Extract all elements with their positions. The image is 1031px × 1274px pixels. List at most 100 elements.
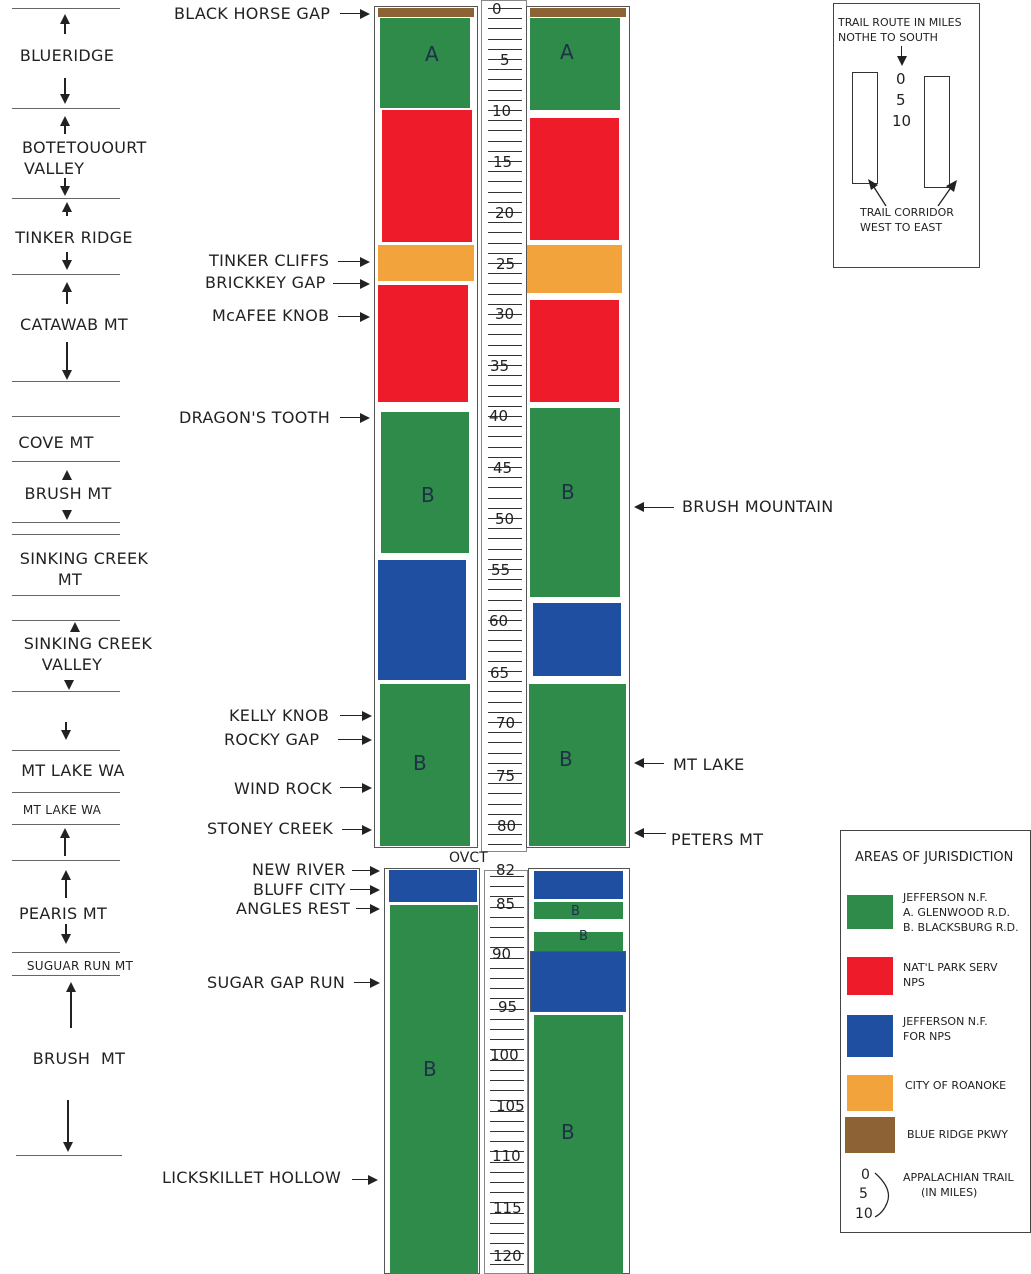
scale-tick bbox=[490, 896, 524, 897]
arrow-left-icon bbox=[634, 758, 644, 768]
block-city-of-roanoke bbox=[378, 245, 474, 281]
arrow-shaft bbox=[67, 1100, 69, 1142]
scale-tick bbox=[488, 620, 522, 621]
region-brush-2: BRUSH MT bbox=[32, 1049, 126, 1068]
legend-at-mile-10: 10 bbox=[855, 1206, 873, 1222]
block-nps bbox=[530, 300, 619, 402]
block-letter: B bbox=[423, 1057, 437, 1081]
trail-corridor-east-sample bbox=[924, 76, 950, 188]
scale-tick bbox=[488, 773, 522, 774]
scale-tick bbox=[488, 110, 522, 111]
scale-tick bbox=[488, 314, 522, 315]
landmark-lickskillet-hollow: LICKSKILLET HOLLOW bbox=[162, 1168, 342, 1187]
legend-jefferson-line2: A. GLENWOOD R.D. bbox=[903, 906, 1011, 919]
legend-title: AREAS OF JURISDICTION bbox=[855, 850, 1014, 865]
arrow-shaft bbox=[66, 210, 68, 216]
block-jefferson-for-nps bbox=[534, 871, 623, 899]
legend-nps: NAT'L PARK SERV bbox=[903, 961, 998, 974]
arrow-up-icon bbox=[60, 828, 70, 838]
arrow-shaft bbox=[66, 342, 68, 370]
scale-tick bbox=[488, 457, 522, 458]
scale-label: 82 bbox=[496, 861, 516, 879]
scale-tick bbox=[488, 661, 522, 662]
trail-route-key: TRAIL ROUTE IN MILES NOTHE TO SOUTH 0 5 … bbox=[833, 3, 980, 268]
scale-tick bbox=[488, 243, 522, 244]
scale-tick bbox=[488, 447, 522, 448]
region-divider bbox=[12, 952, 120, 953]
block-city-of-roanoke bbox=[527, 245, 622, 293]
scale-tick bbox=[490, 1131, 524, 1132]
scale-label: 65 bbox=[490, 664, 510, 682]
route-key-title: TRAIL ROUTE IN MILES bbox=[838, 16, 962, 29]
arrow-right-icon bbox=[360, 312, 370, 322]
scale-tick bbox=[490, 1111, 524, 1112]
region-divider bbox=[12, 274, 120, 275]
scale-tick bbox=[488, 549, 522, 550]
scale-tick bbox=[488, 304, 522, 305]
region-botetourt: BOTETOUOURT bbox=[22, 138, 147, 157]
region-divider bbox=[12, 595, 120, 596]
arrow-down-icon bbox=[62, 510, 72, 520]
pointer-shaft bbox=[340, 417, 362, 418]
arrow-right-icon bbox=[360, 9, 370, 19]
scale-tick bbox=[488, 334, 522, 335]
scale-label: 25 bbox=[496, 255, 516, 273]
scale-tick bbox=[490, 1243, 524, 1244]
block-jefferson-a bbox=[530, 18, 620, 110]
scale-tick bbox=[488, 559, 522, 560]
scale-label: 0 bbox=[492, 0, 502, 18]
pointer-shaft bbox=[350, 889, 372, 890]
scale-label: 75 bbox=[496, 767, 516, 785]
corridor-east-frame-upper bbox=[526, 6, 630, 848]
arrow-right-icon bbox=[362, 825, 372, 835]
block-jefferson-for-nps bbox=[378, 560, 466, 680]
scale-tick bbox=[490, 1233, 524, 1234]
legend-city-of-roanoke: CITY OF ROANOKE bbox=[905, 1079, 1007, 1092]
scale-label: 15 bbox=[493, 153, 513, 171]
arrow-right-icon bbox=[360, 279, 370, 289]
scale-tick bbox=[488, 600, 522, 601]
scale-tick bbox=[488, 651, 522, 652]
landmark-black-horse-gap: BLACK HORSE GAP bbox=[174, 4, 331, 23]
region-divider bbox=[12, 691, 120, 692]
arrow-down-icon bbox=[897, 56, 907, 66]
scale-tick bbox=[488, 294, 522, 295]
scale-tick bbox=[488, 753, 522, 754]
scale-tick bbox=[488, 192, 522, 193]
block-letter: A bbox=[425, 42, 439, 66]
block-nps bbox=[530, 118, 619, 240]
pointer-shaft bbox=[338, 739, 364, 740]
scale-tick bbox=[488, 141, 522, 142]
region-brush-1: BRUSH MT bbox=[24, 484, 112, 503]
corridor-pointer-arrows-icon bbox=[868, 179, 957, 207]
pointer-shaft bbox=[338, 261, 362, 262]
scale-tick bbox=[488, 49, 522, 50]
legend-swatch-blue-ridge-pkwy bbox=[845, 1117, 895, 1153]
block-letter: A bbox=[560, 40, 574, 64]
region-divider bbox=[12, 381, 120, 382]
region-botetourt-line2: VALLEY bbox=[24, 159, 85, 178]
region-sinking-creek-valley-line2: VALLEY bbox=[41, 655, 103, 674]
scale-tick bbox=[488, 518, 522, 519]
scale-label: 95 bbox=[498, 998, 518, 1016]
landmark-stoney-creek: STONEY CREEK bbox=[207, 819, 334, 838]
scale-tick bbox=[488, 498, 522, 499]
scale-tick bbox=[490, 1141, 524, 1142]
scale-tick bbox=[488, 253, 522, 254]
scale-label: 100 bbox=[490, 1046, 519, 1064]
jurisdiction-legend: AREAS OF JURISDICTION JEFFERSON N.F. A. … bbox=[840, 830, 1031, 1233]
region-divider bbox=[12, 534, 120, 535]
arrow-down-icon bbox=[61, 730, 71, 740]
region-divider bbox=[16, 1155, 122, 1156]
scale-tick bbox=[488, 232, 522, 233]
arrow-right-icon bbox=[362, 735, 372, 745]
legend-swatch-jefferson bbox=[847, 895, 893, 929]
region-divider bbox=[12, 750, 120, 751]
arrow-right-icon bbox=[360, 257, 370, 267]
arrow-down-icon bbox=[62, 260, 72, 270]
scale-tick bbox=[488, 528, 522, 529]
scale-tick bbox=[488, 263, 522, 264]
arrow-right-icon bbox=[370, 978, 380, 988]
scale-ovct-label: OVCT bbox=[449, 850, 488, 866]
landmark-tinker-cliffs: TINKER CLIFFS bbox=[209, 251, 330, 270]
